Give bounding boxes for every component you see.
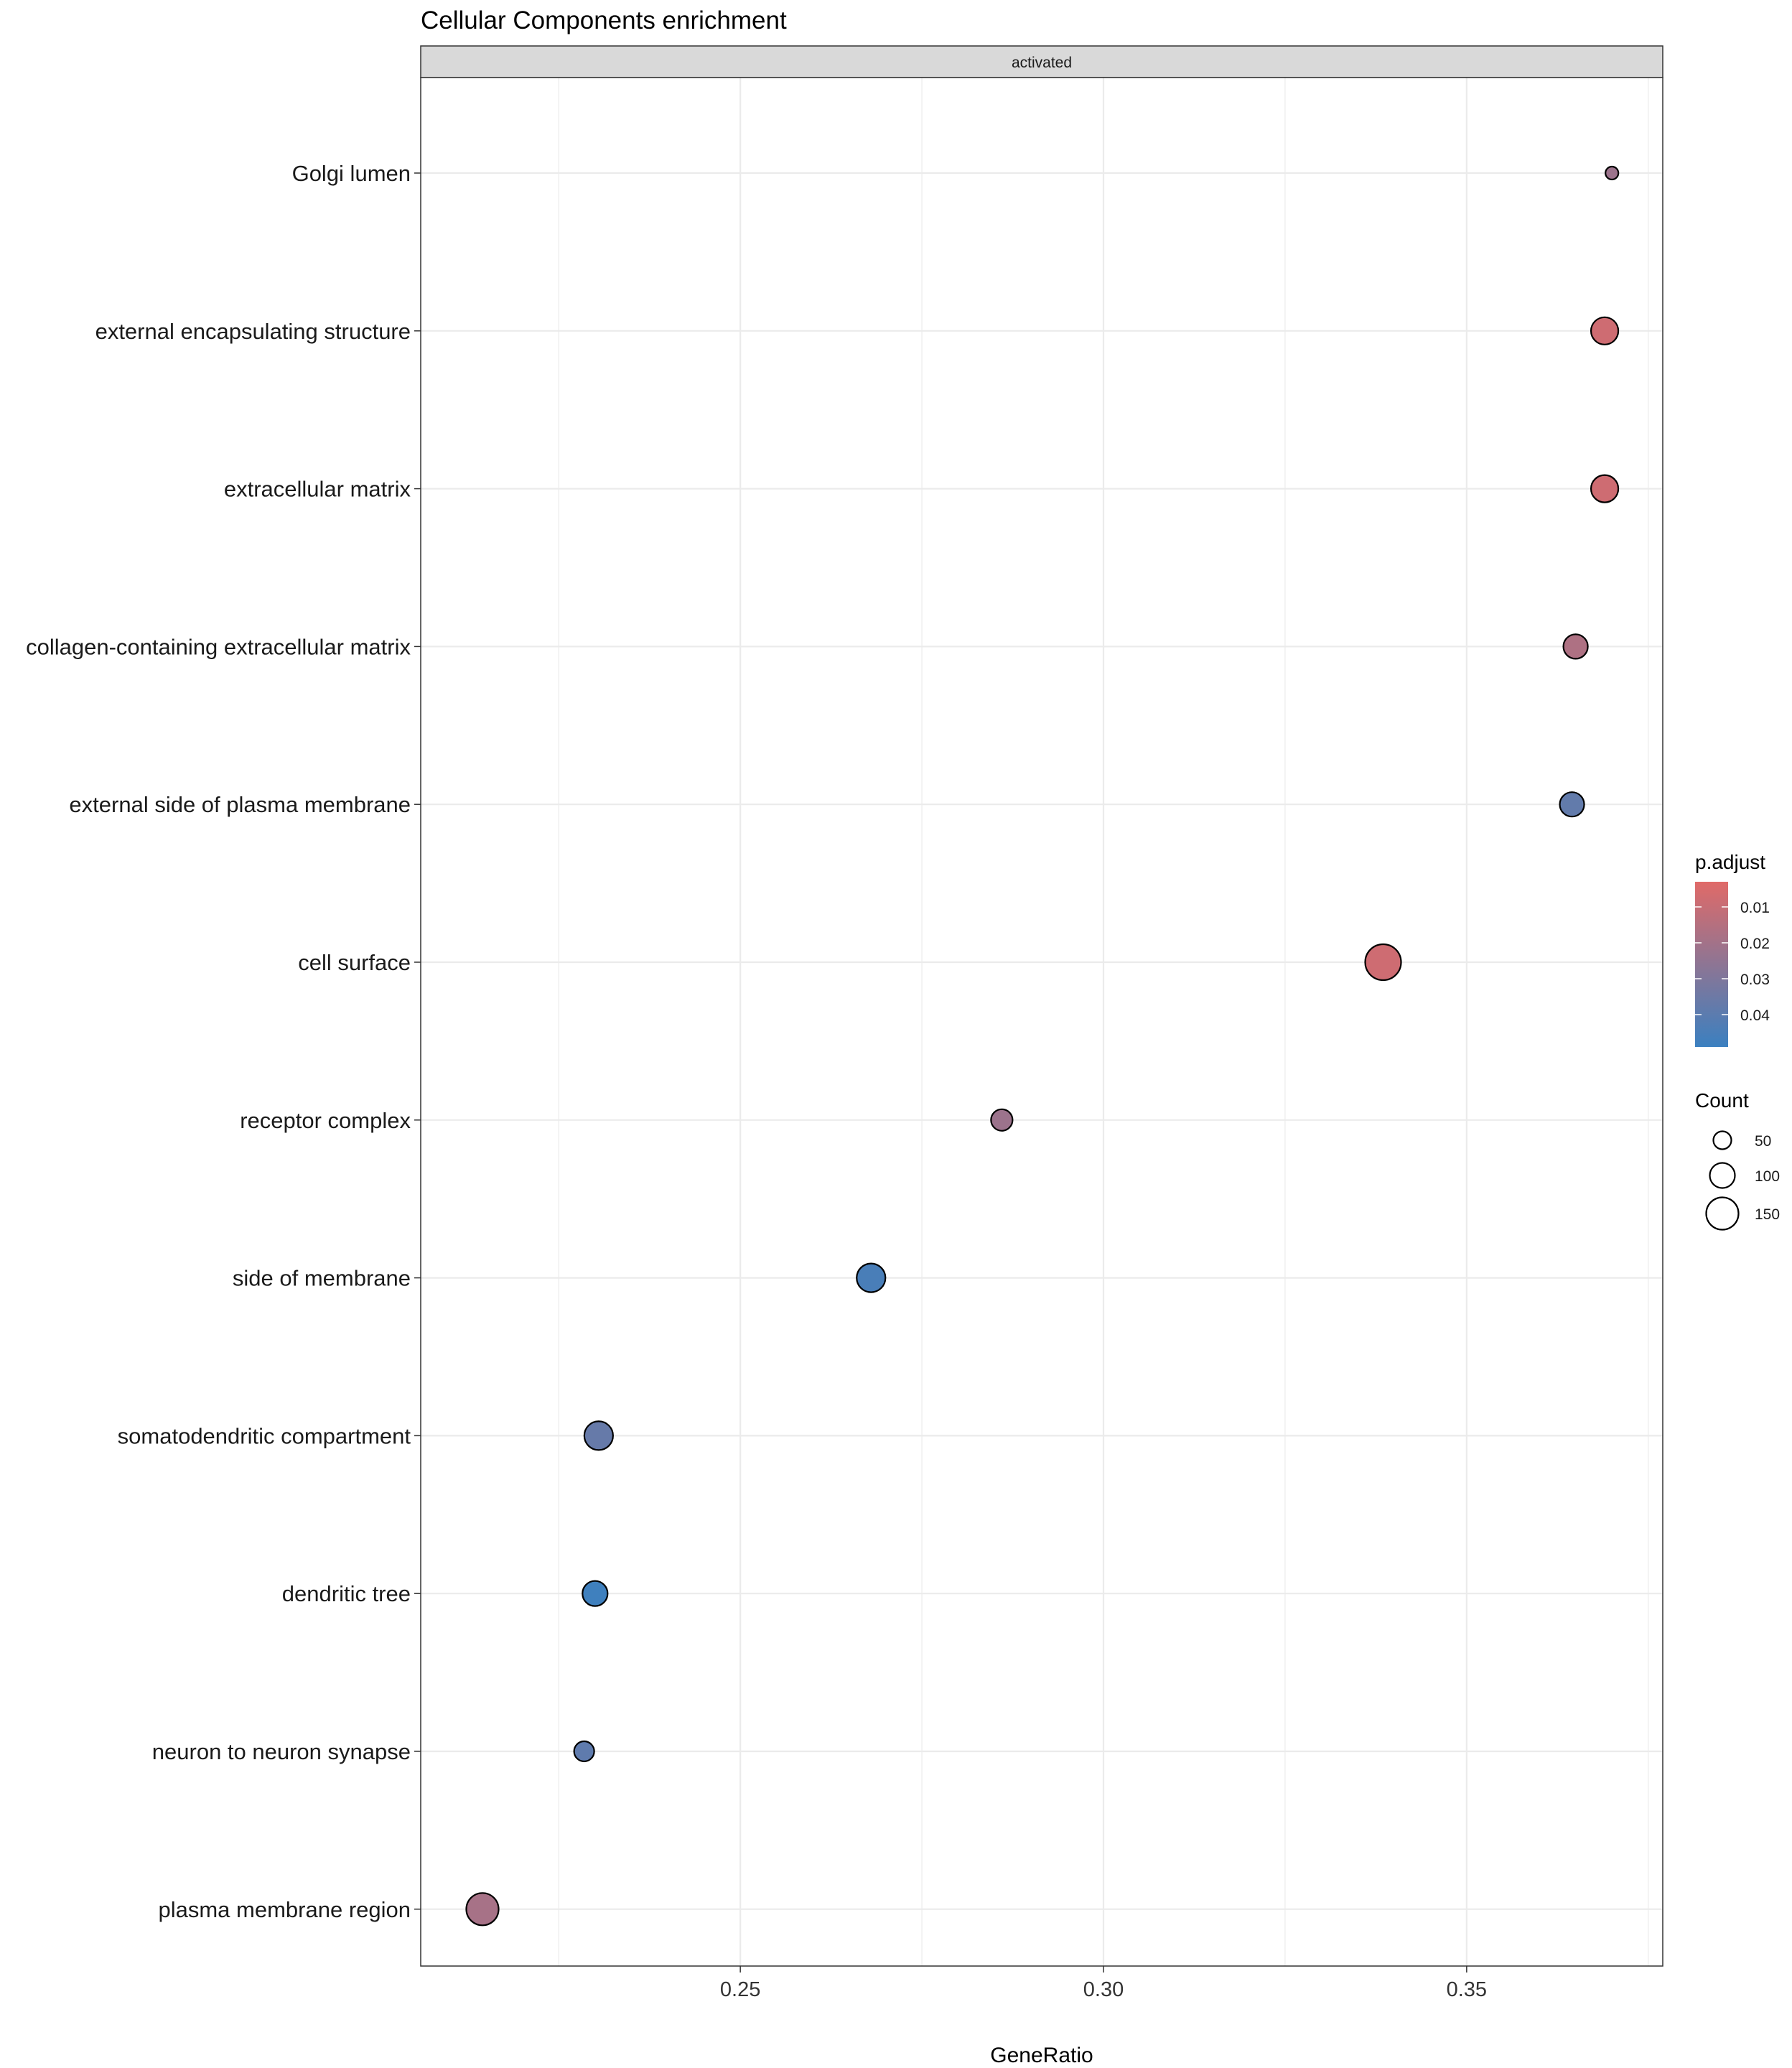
color-legend: p.adjust 0.01 0.02 0.03 0.04: [1695, 851, 1770, 1047]
data-points: [465, 165, 1620, 1927]
size-key-circle: [1709, 1162, 1736, 1189]
y-tick-label: external side of plasma membrane: [69, 792, 411, 817]
data-point: [856, 1262, 887, 1293]
y-tick-label: plasma membrane region: [158, 1897, 411, 1922]
y-axis: Golgi lumen external encapsulating struct…: [26, 161, 421, 1922]
data-point: [1590, 474, 1620, 503]
data-point: [1559, 791, 1585, 818]
size-key-label: 150: [1755, 1206, 1780, 1223]
data-point: [573, 1740, 595, 1763]
data-point: [990, 1108, 1014, 1132]
data-point: [1562, 633, 1589, 660]
color-tick-label: 0.04: [1740, 1007, 1770, 1024]
chart-title: Cellular Components enrichment: [421, 6, 787, 34]
x-axis-title: GeneRatio: [990, 2044, 1093, 2067]
y-tick-label: extracellular matrix: [224, 477, 411, 502]
data-point: [583, 1420, 614, 1451]
size-key-label: 100: [1755, 1168, 1780, 1185]
plot-border: [420, 77, 1663, 1967]
y-tick-label: Golgi lumen: [292, 161, 411, 186]
plot-panel: [421, 78, 1663, 1966]
facet-strip: [420, 45, 1663, 78]
y-tick-label: dendritic tree: [282, 1581, 411, 1606]
data-point: [1605, 165, 1620, 181]
color-legend-title: p.adjust: [1695, 851, 1765, 873]
x-axis: 0.25 0.30 0.35: [720, 1966, 1487, 2001]
data-point: [1590, 316, 1620, 345]
y-tick-label: collagen-containing extracellular matrix: [26, 634, 411, 659]
size-key-circle: [1712, 1130, 1732, 1150]
data-point: [1364, 943, 1402, 982]
y-tick-label: side of membrane: [233, 1266, 411, 1291]
size-legend-title: Count: [1695, 1089, 1749, 1112]
data-point: [582, 1580, 609, 1607]
x-tick-label: 0.25: [720, 1978, 760, 2001]
y-tick-label: external encapsulating structure: [95, 319, 411, 344]
color-tick-label: 0.03: [1740, 972, 1770, 988]
y-tick-label: neuron to neuron synapse: [152, 1739, 411, 1764]
color-tick-label: 0.02: [1740, 936, 1770, 952]
x-tick-label: 0.30: [1083, 1978, 1124, 2001]
color-bar: [1695, 882, 1728, 1047]
color-tick-label: 0.01: [1740, 900, 1770, 916]
facet-label: activated: [1012, 55, 1072, 71]
data-point: [465, 1892, 500, 1927]
y-tick-label: somatodendritic compartment: [118, 1423, 411, 1448]
size-legend: Count 50 100 150: [1695, 1089, 1780, 1231]
grid-lines: [421, 78, 1663, 1966]
size-key-circle: [1705, 1196, 1740, 1231]
x-tick-label: 0.35: [1447, 1978, 1487, 2001]
y-tick-label: cell surface: [298, 950, 411, 975]
size-key-label: 50: [1755, 1133, 1771, 1150]
y-tick-label: receptor complex: [240, 1108, 411, 1133]
